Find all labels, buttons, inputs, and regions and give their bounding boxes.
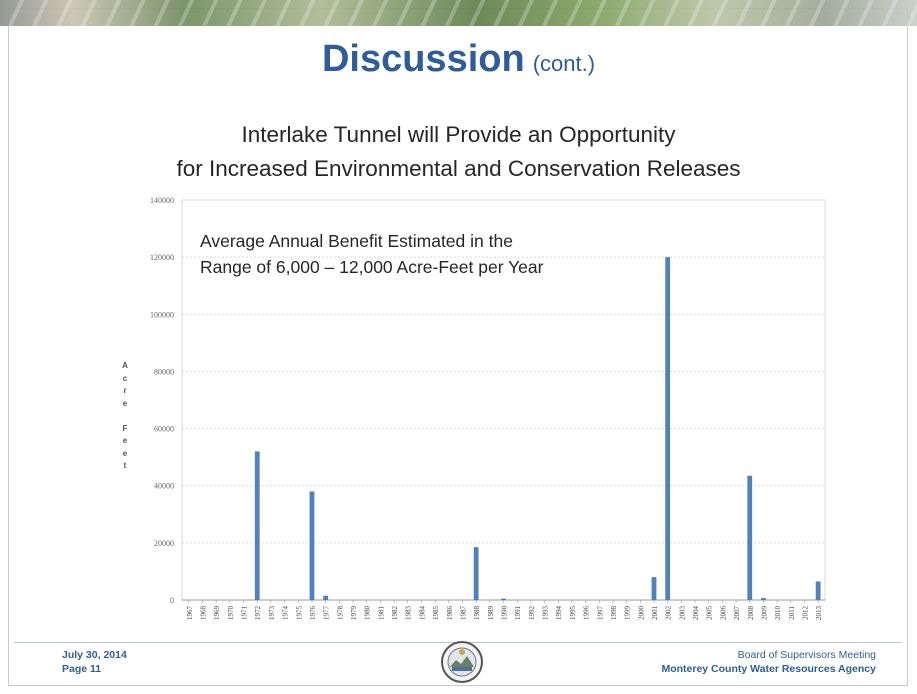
x-tick-label: 2013 (815, 606, 823, 621)
x-tick-label: 1991 (514, 606, 522, 621)
y-axis-label-char (120, 410, 130, 423)
x-tick-label: 1981 (377, 606, 385, 621)
y-axis-label-char: c (122, 373, 128, 383)
x-tick-label: 1996 (583, 606, 591, 621)
x-tick-label: 1989 (487, 606, 495, 621)
y-axis-label-char: e (122, 436, 128, 445)
x-tick-label: 1990 (501, 606, 509, 621)
y-axis-label-char: A (122, 361, 128, 370)
x-tick-label: 1987 (459, 606, 467, 621)
x-tick-label: 1976 (309, 606, 317, 621)
slide-title-sub: (cont.) (532, 51, 596, 76)
x-tick-label: 1975 (295, 606, 303, 621)
bar (651, 577, 657, 600)
chart-container: 0 20000 40000 60000 80000 100000 120000 140000 1… (110, 190, 830, 630)
x-tick-label: 1971 (241, 606, 249, 621)
bar (309, 491, 315, 600)
x-tick-label: 1978 (336, 606, 344, 621)
x-tick-label: 2010 (774, 606, 782, 621)
annotation-line-2: Range of 6,000 – 12,000 Acre-Feet per Ye… (200, 257, 544, 277)
x-tick-label: 2012 (801, 606, 809, 621)
x-tick-label: 1994 (555, 606, 563, 621)
x-tick-label: 1967 (186, 606, 194, 621)
x-tick-label: 1986 (446, 606, 454, 621)
y-axis-label-char: e (122, 448, 128, 458)
x-tick-label: 1993 (542, 606, 550, 621)
annotation-line-1: Average Annual Benefit Estimated in the (200, 231, 513, 251)
bar (761, 598, 766, 600)
x-tick-label: 2006 (719, 606, 727, 621)
bar (747, 475, 753, 600)
y-axis-label-char: e (122, 398, 128, 408)
x-tick-label: 1985 (432, 606, 440, 621)
x-tick-label: 2007 (733, 606, 741, 621)
x-tick-label: 2004 (692, 606, 700, 621)
bar (665, 257, 671, 600)
x-tick-label: 1974 (282, 606, 290, 621)
y-axis-label-char: t (123, 461, 127, 470)
footer-right: Board of Supervisors Meeting Monterey Co… (661, 648, 876, 676)
x-tick-label: 1968 (200, 606, 208, 621)
x-tick-label: 2008 (747, 606, 755, 621)
x-tick-label: 1983 (405, 606, 413, 621)
slide-title: Discussion (cont.) (0, 38, 917, 81)
x-tick-label: 1997 (596, 606, 604, 621)
footer-page: Page 11 (62, 663, 102, 675)
x-tick-label: 1995 (569, 606, 577, 621)
x-tick-label: 1979 (350, 606, 358, 621)
y-tick-label: 60000 (154, 425, 174, 434)
subtitle-line-2: for Increased Environmental and Conserva… (176, 156, 741, 181)
y-tick-label: 0 (170, 596, 174, 605)
county-seal-logo (441, 641, 483, 683)
bar (323, 595, 329, 600)
x-tick-label: 1999 (624, 606, 632, 621)
x-tick-label: 2003 (678, 606, 686, 621)
banner-texture (0, 0, 917, 26)
y-tick-label: 20000 (154, 539, 174, 548)
slide-subtitle: Interlake Tunnel will Provide an Opportu… (0, 118, 917, 186)
slide-title-main: Discussion (321, 38, 525, 80)
x-tick-label: 1984 (418, 606, 426, 621)
y-tick-label: 100000 (150, 310, 174, 319)
x-tick-label: 1973 (268, 606, 276, 621)
header-banner-image (0, 0, 917, 26)
y-axis-label-char: r (123, 386, 127, 395)
footer-meeting: Board of Supervisors Meeting (737, 649, 876, 661)
footer-date: July 30, 2014 (62, 649, 127, 661)
x-tick-label: 2011 (788, 606, 796, 620)
chart-annotation: Average Annual Benefit Estimated in the … (200, 228, 543, 280)
footer-agency: Monterey County Water Resources Agency (661, 663, 876, 675)
bar (501, 598, 506, 600)
x-tick-label: 1970 (227, 606, 235, 621)
bar-chart: 0 20000 40000 60000 80000 100000 120000 140000 1… (150, 196, 826, 621)
x-tick-label: 1992 (528, 606, 536, 621)
x-tick-label: 2002 (665, 606, 673, 621)
x-tick-label: 2001 (651, 606, 659, 621)
y-tick-label: 40000 (154, 482, 174, 491)
y-axis-label-char: F (122, 423, 128, 433)
x-tick-label: 1980 (364, 606, 372, 621)
x-tick-label: 1977 (323, 606, 331, 621)
slide-frame (8, 8, 908, 686)
y-tick-label: 140000 (150, 196, 174, 205)
x-tick-label: 1972 (254, 606, 262, 621)
subtitle-line-1: Interlake Tunnel will Provide an Opportu… (241, 122, 676, 147)
x-tick-label: 1982 (391, 606, 399, 621)
x-tick-label: 1969 (213, 606, 221, 621)
x-tick-label: 1988 (473, 606, 481, 621)
bar (473, 547, 479, 600)
x-tick-label: 2005 (706, 606, 714, 621)
bar (815, 581, 821, 600)
x-tick-label: 2000 (637, 606, 645, 621)
x-tick-label: 1998 (610, 606, 618, 621)
bar (254, 451, 260, 600)
x-tick-label: 2009 (760, 606, 768, 621)
footer-left: July 30, 2014 Page 11 (62, 648, 127, 676)
y-tick-label: 80000 (154, 367, 174, 376)
y-tick-label: 120000 (150, 253, 174, 262)
